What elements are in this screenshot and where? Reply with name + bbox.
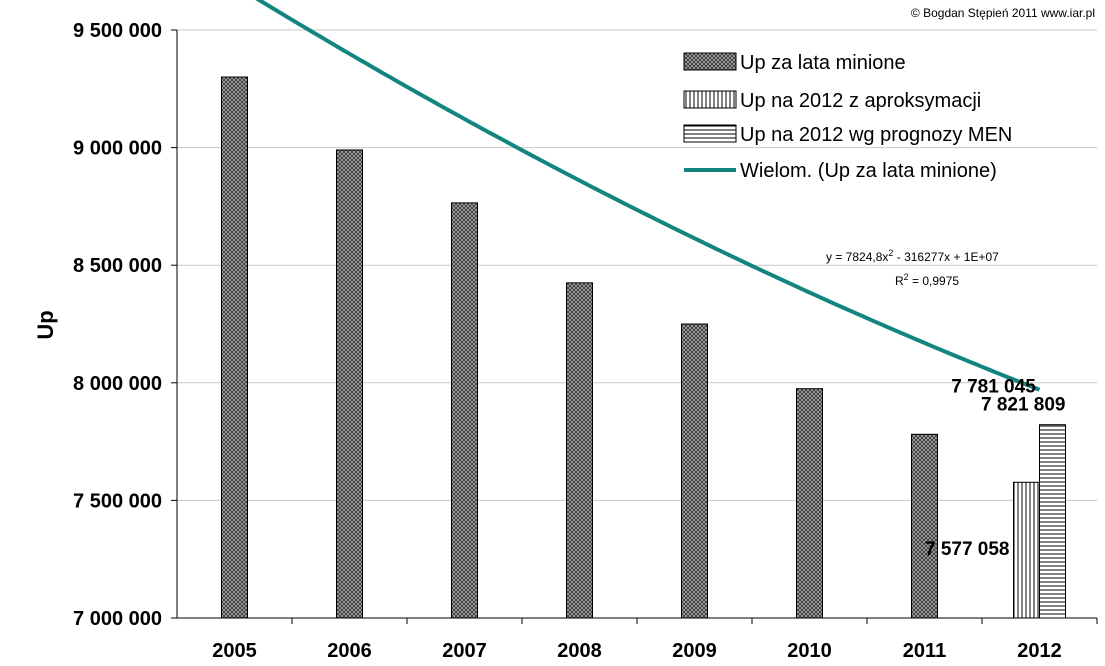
x-tick-label: 2011	[903, 640, 946, 662]
y-tick-label: 9 500 000	[73, 20, 162, 42]
y-tick-label: 8 000 000	[73, 373, 162, 395]
data-label: 7 577 058	[925, 539, 1010, 560]
bar	[681, 323, 708, 619]
legend-swatch-approx	[683, 90, 737, 109]
bar	[1013, 481, 1040, 619]
bar	[221, 76, 248, 619]
legend-label-trend: Wielom. (Up za lata minione)	[740, 160, 997, 182]
x-tick-label: 2006	[327, 640, 372, 662]
bar	[566, 282, 593, 619]
y-tick-label: 9 000 000	[73, 138, 162, 160]
trend-equation: y = 7824,8x2 - 316277x + 1E+07	[826, 248, 999, 264]
trendline-layer	[255, 0, 1041, 392]
trend-r-squared: R2 = 0,9975	[895, 272, 959, 288]
bar	[911, 433, 938, 619]
legend-label-approx: Up na 2012 z aproksymacji	[740, 90, 981, 112]
copyright-notice: © Bogdan Stępień 2011 www.iar.pl	[910, 6, 1095, 20]
y-tick-label: 7 500 000	[73, 490, 162, 512]
data-label: 7 821 809	[981, 395, 1066, 416]
x-tick-label: 2010	[787, 640, 832, 662]
x-tick-labels: 2005 2006 2007 2008 2009 2010 2011 2012	[212, 640, 1062, 662]
trendline	[255, 0, 1041, 392]
y-tick-label: 8 500 000	[73, 255, 162, 277]
x-tick-label: 2007	[442, 640, 487, 662]
y-tick-label: 7 000 000	[73, 608, 162, 630]
legend-swatch-past	[683, 52, 737, 71]
x-tick-label: 2012	[1017, 640, 1062, 662]
legend: Up za lata minione Up na 2012 z aproksym…	[683, 52, 1012, 182]
legend-label-men: Up na 2012 wg prognozy MEN	[740, 124, 1012, 146]
gridlines	[177, 29, 1097, 501]
bars	[221, 76, 1066, 619]
bar	[336, 149, 363, 619]
bar	[1039, 424, 1066, 619]
x-tick-label: 2008	[557, 640, 602, 662]
bar	[451, 202, 478, 619]
data-label: 7 781 045	[951, 376, 1036, 397]
axes	[171, 29, 1098, 624]
legend-label-past: Up za lata minione	[740, 52, 906, 74]
legend-swatch-men	[683, 124, 737, 143]
x-tick-label: 2005	[212, 640, 257, 662]
bar	[796, 388, 823, 619]
x-tick-label: 2009	[672, 640, 717, 662]
y-tick-labels: 7 000 000 7 500 000 8 000 000 8 500 000 9 00…	[73, 20, 162, 630]
